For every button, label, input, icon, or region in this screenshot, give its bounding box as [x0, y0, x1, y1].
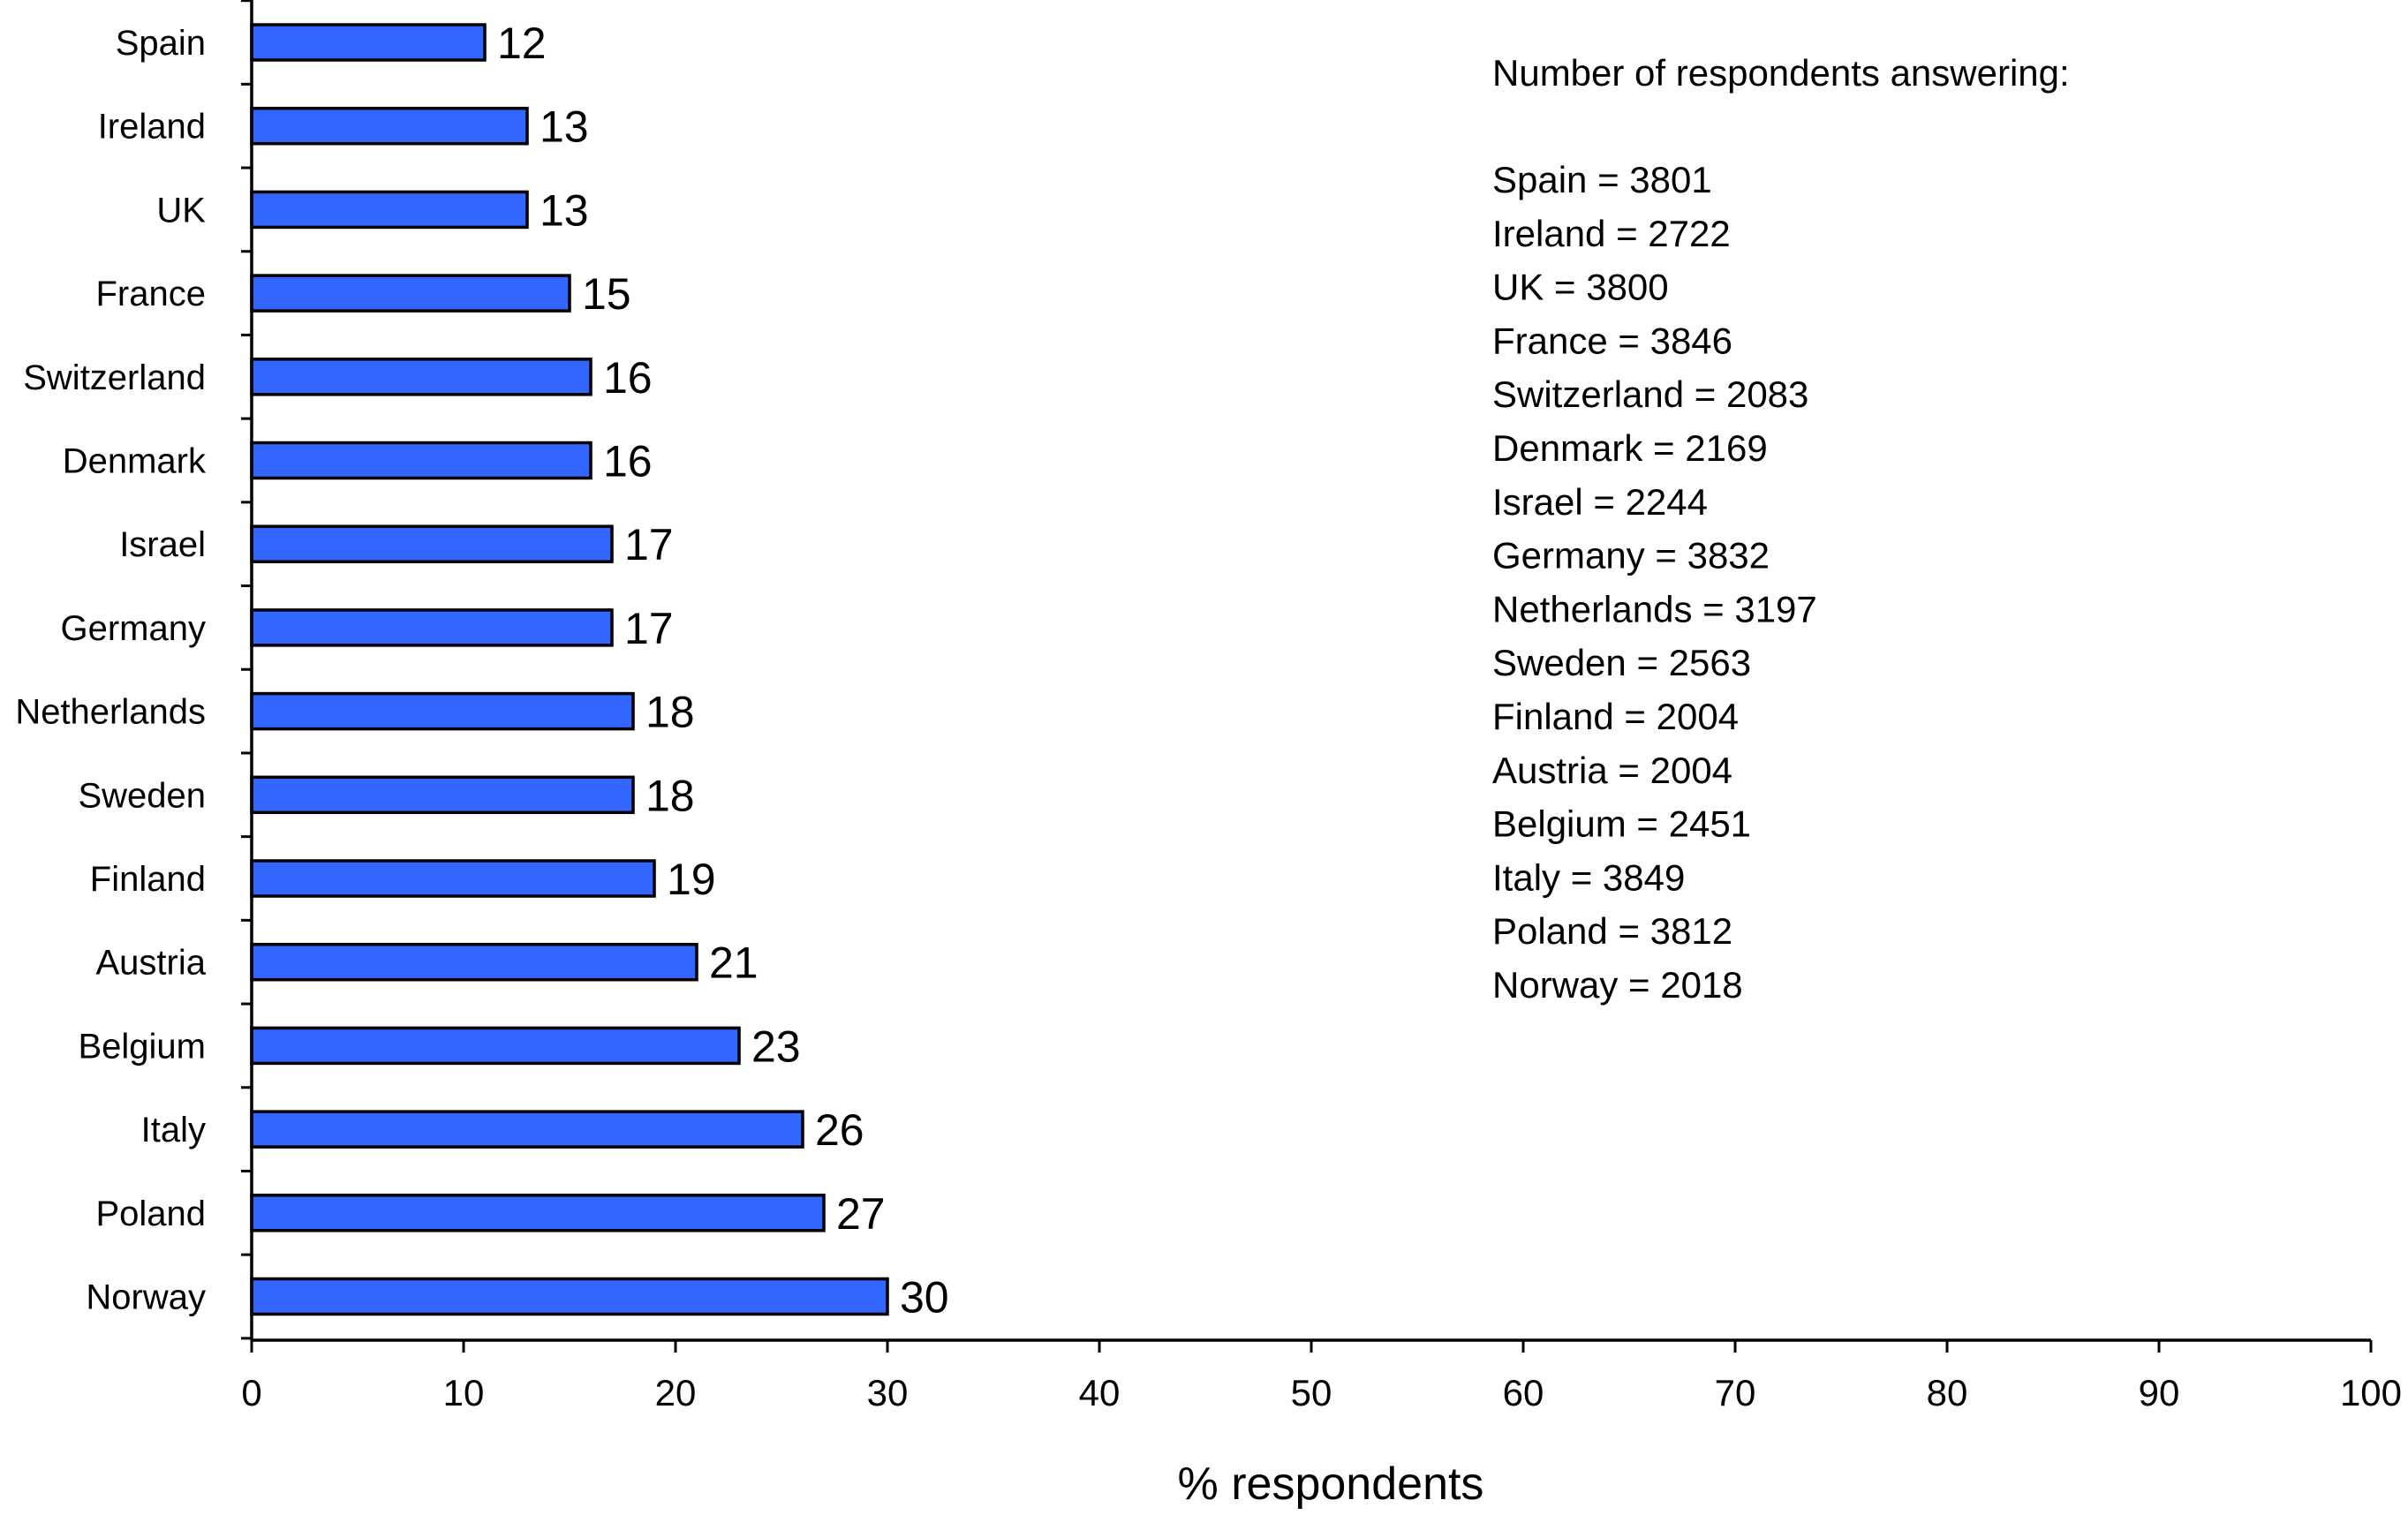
value-label-italy: 26 [815, 1105, 864, 1155]
value-label-norway: 30 [900, 1273, 949, 1323]
bar-sweden [250, 775, 635, 815]
respondent-count-line: UK = 3800 [1492, 267, 1669, 308]
category-label-denmark: Denmark [63, 442, 207, 481]
bar-ireland [250, 106, 529, 146]
bar-netherlands [250, 691, 635, 731]
x-tick-label: 10 [443, 1372, 485, 1413]
x-tick-label: 30 [867, 1372, 909, 1413]
respondent-counts-note: Number of respondents answering: Spain = … [1492, 52, 2070, 1006]
category-label-poland: Poland [95, 1195, 206, 1233]
value-label-netherlands: 18 [645, 688, 695, 737]
bar-switzerland [250, 358, 593, 396]
x-axis-title: % respondents [1178, 1458, 1484, 1510]
x-tick-label: 20 [655, 1372, 697, 1413]
value-label-israel: 17 [624, 520, 674, 569]
category-label-spain: Spain [116, 24, 206, 63]
bar-austria [250, 942, 698, 982]
bar-uk [250, 190, 529, 230]
x-tick-label: 70 [1715, 1372, 1756, 1413]
respondent-count-line: Israel = 2244 [1492, 481, 1708, 523]
value-label-germany: 17 [624, 604, 674, 653]
category-label-austria: Austria [96, 944, 207, 983]
respondent-count-line: Finland = 2004 [1492, 696, 1739, 737]
respondent-count-line: Spain = 3801 [1492, 159, 1712, 200]
value-label-sweden: 18 [645, 771, 695, 820]
value-label-finland: 19 [667, 855, 716, 904]
category-label-finland: Finland [90, 860, 206, 899]
value-label-belgium: 23 [751, 1021, 801, 1071]
category-label-sweden: Sweden [78, 776, 206, 815]
bar-poland [250, 1194, 826, 1232]
bar-germany [250, 608, 614, 647]
x-tick-label: 90 [2139, 1372, 2180, 1413]
respondent-count-line: Denmark = 2169 [1492, 427, 1768, 469]
bar-finland [250, 859, 656, 898]
respondent-count-line: Belgium = 2451 [1492, 803, 1751, 845]
bar-norway [250, 1277, 889, 1316]
respondent-count-line: Ireland = 2722 [1492, 213, 1731, 254]
value-label-poland: 27 [836, 1189, 886, 1239]
respondent-counts-title: Number of respondents answering: [1492, 52, 2070, 94]
bar-belgium [250, 1026, 741, 1066]
value-label-denmark: 16 [603, 437, 653, 486]
bar-italy [250, 1110, 804, 1149]
category-label-germany: Germany [61, 609, 207, 648]
category-label-uk: UK [156, 191, 206, 230]
x-tick-label: 40 [1079, 1372, 1121, 1413]
respondent-count-line: Switzerland = 2083 [1492, 373, 1808, 415]
category-label-norway: Norway [86, 1278, 206, 1317]
bars-layer [250, 23, 889, 1316]
bar-denmark [250, 441, 593, 480]
respondent-count-line: Poland = 3812 [1492, 910, 1732, 952]
bar-france [250, 274, 571, 313]
respondent-count-line: Norway = 2018 [1492, 964, 1743, 1006]
value-label-switzerland: 16 [603, 353, 653, 403]
respondent-count-line: France = 3846 [1492, 320, 1732, 361]
value-label-austria: 21 [709, 938, 759, 988]
x-tick-label: 100 [2340, 1372, 2402, 1413]
value-label-ireland: 13 [540, 102, 589, 152]
category-label-france: France [96, 275, 207, 313]
bar-spain [250, 23, 487, 62]
x-tick-label: 80 [1927, 1372, 1968, 1413]
value-label-spain: 12 [497, 19, 547, 68]
respondent-count-line: Sweden = 2563 [1492, 642, 1751, 683]
category-label-belgium: Belgium [78, 1027, 206, 1066]
bar-israel [250, 524, 614, 563]
category-label-netherlands: Netherlands [15, 693, 206, 732]
respondent-count-line: Italy = 3849 [1492, 856, 1685, 898]
category-label-ireland: Ireland [98, 108, 206, 147]
respondent-count-line: Austria = 2004 [1492, 750, 1732, 791]
labels-layer: Spain 12 Ireland 13 UK 13 France 15 Switzerland 1… [15, 19, 948, 1323]
x-tick-label: 0 [241, 1372, 261, 1413]
respondent-count-line: Germany = 3832 [1492, 535, 1770, 577]
category-label-israel: Israel [119, 525, 206, 564]
category-label-italy: Italy [141, 1111, 206, 1149]
value-label-france: 15 [582, 269, 631, 319]
x-tick-label: 60 [1503, 1372, 1544, 1413]
value-label-uk: 13 [540, 185, 589, 235]
respondent-count-line: Netherlands = 3197 [1492, 588, 1817, 629]
x-tick-label: 50 [1291, 1372, 1332, 1413]
axis-layer: 0 10 20 30 40 50 60 70 80 90 100 % respondents [241, 0, 2402, 1510]
category-label-switzerland: Switzerland [23, 358, 206, 397]
